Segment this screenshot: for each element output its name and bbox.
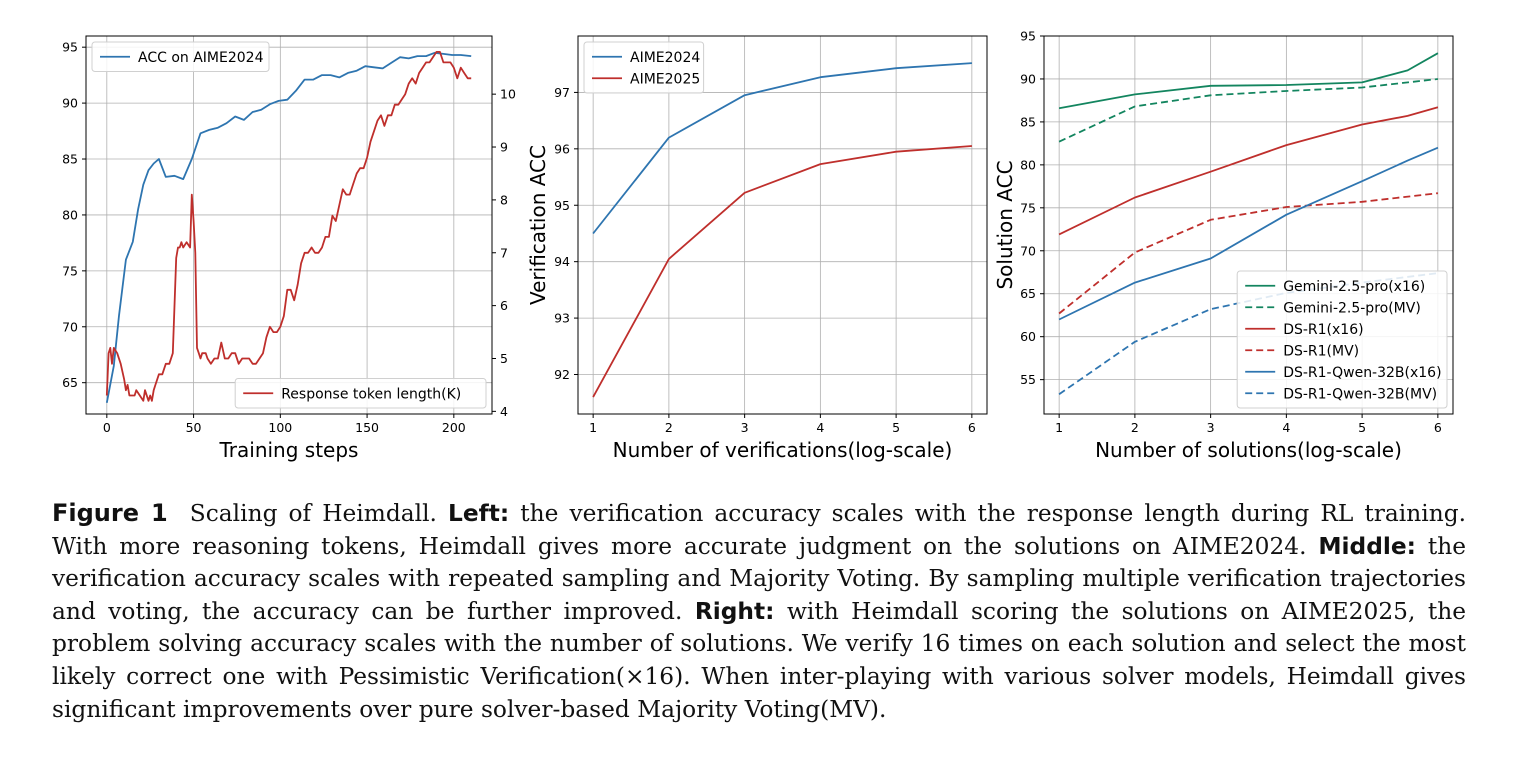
y-tick-label: 95 <box>62 40 78 55</box>
y-tick-label: 90 <box>62 96 78 111</box>
figure-panels: 0 50 100 150 2006570758085909545678910Traini… <box>62 29 1454 462</box>
legend-label: AIME2025 <box>630 71 700 87</box>
figure-label: Figure 1 <box>52 499 168 527</box>
x-axis-label: Number of solutions(log-scale) <box>1095 438 1402 462</box>
x-tick-label: 2 <box>665 420 673 435</box>
x-tick-label: 50 <box>186 420 202 435</box>
y-tick-label: 80 <box>1020 157 1036 172</box>
legend-label: ACC on AIME2024 <box>138 50 264 66</box>
series-line-3 <box>1058 192 1439 315</box>
legend-label: Gemini-2.5-pro(x16) <box>1283 279 1425 295</box>
legend-label: AIME2024 <box>630 50 700 66</box>
series-line-0 <box>1058 52 1439 110</box>
y-tick-label: 70 <box>1020 243 1036 258</box>
y-tick-label: 65 <box>1020 286 1036 301</box>
x-tick-label: 5 <box>892 420 900 435</box>
y-tick-label: 75 <box>1020 200 1036 215</box>
y-tick-label: 85 <box>1020 114 1036 129</box>
caption-middle-label: Middle: <box>1318 532 1416 560</box>
x-tick-label: 3 <box>741 420 749 435</box>
y-tick-label: 90 <box>1020 71 1036 86</box>
y-tick-label: 55 <box>1020 372 1036 387</box>
legend-label: Gemini-2.5-pro(MV) <box>1283 300 1421 316</box>
plot-frame <box>1043 35 1454 415</box>
x-tick-label: 200 <box>442 420 466 435</box>
y-tick-label: 94 <box>554 254 570 269</box>
plot-frame <box>85 35 493 415</box>
y-tick-label: 92 <box>554 367 570 382</box>
x-tick-label: 6 <box>968 420 976 435</box>
series-line-1 <box>105 51 472 402</box>
series-line-4 <box>1058 146 1439 321</box>
figure-caption: Figure 1 Scaling of Heimdall. Left: the … <box>52 497 1466 726</box>
series-line-2 <box>1058 106 1439 236</box>
caption-middle-text: the verification accuracy scales with re… <box>52 532 1467 625</box>
x-axis-label: Number of verifications(log-scale) <box>613 438 953 462</box>
y2-tick-label: 5 <box>500 351 508 366</box>
x-tick-label: 6 <box>1434 420 1442 435</box>
x-tick-label: 2 <box>1131 420 1139 435</box>
y-axis-label: Verification ACC <box>526 145 550 305</box>
y-tick-label: 80 <box>62 207 78 222</box>
y-tick-label: 93 <box>554 311 570 326</box>
legend-label: DS-R1-Qwen-32B(x16) <box>1283 365 1441 381</box>
legend-label: DS-R1-Qwen-32B(MV) <box>1283 386 1437 402</box>
y2-tick-label: 9 <box>500 140 508 155</box>
legend-label: DS-R1(x16) <box>1283 322 1363 338</box>
x-tick-label: 1 <box>589 420 597 435</box>
y-tick-label: 95 <box>554 198 570 213</box>
y-tick-label: 96 <box>554 141 570 156</box>
legend-box <box>583 41 705 94</box>
y-tick-label: 65 <box>62 375 78 390</box>
y-tick-label: 70 <box>62 319 78 334</box>
caption-left-label: Left: <box>448 500 510 527</box>
series-line-0 <box>105 51 472 403</box>
caption-left-text: the verification accuracy scales with th… <box>52 500 1467 560</box>
y-tick-label: 75 <box>62 263 78 278</box>
y-tick-label: 60 <box>1020 329 1036 344</box>
left-chart-training-steps: 0 50 100 150 200 65 70 75 80 85 90 95 4 5 6 7 8 9 10 Traini… <box>62 35 516 462</box>
x-tick-label: 150 <box>355 420 379 435</box>
x-tick-label: 4 <box>816 420 824 435</box>
caption-right-text: with Heimdall scoring the solutions on A… <box>52 597 1466 723</box>
x-tick-label: 0 <box>103 420 111 435</box>
y-axis-label: Solution ACC <box>993 160 1017 289</box>
y2-tick-label: 4 <box>500 404 508 419</box>
series-line-1 <box>592 145 972 398</box>
y2-tick-label: 10 <box>500 87 516 102</box>
x-tick-label: 5 <box>1358 420 1366 435</box>
series-line-0 <box>592 62 972 235</box>
plot-frame <box>577 35 988 415</box>
legend-box <box>1236 270 1448 409</box>
right-chart-solutions: 1 2 3 4 5 6 55 60 65 70 75 80 85 90 95 Number of soluti… <box>993 29 1454 462</box>
legend-box <box>234 378 487 409</box>
y-tick-label: 85 <box>62 152 78 167</box>
caption-intro: Scaling of Heimdall. <box>189 500 437 527</box>
y2-tick-label: 6 <box>500 298 508 313</box>
y2-tick-label: 7 <box>500 245 508 260</box>
x-tick-label: 1 <box>1055 420 1063 435</box>
y-tick-label: 97 <box>554 85 570 100</box>
legend-box <box>91 41 270 72</box>
y2-tick-label: 8 <box>500 192 508 207</box>
legend-label: Response token length(K) <box>281 386 461 402</box>
series-line-1 <box>1058 78 1439 143</box>
x-tick-label: 100 <box>268 420 292 435</box>
middle-chart-verifications: 1 2 3 4 5 6 92 93 94 95 96 97 Number of verification… <box>526 35 988 462</box>
x-tick-label: 4 <box>1282 420 1290 435</box>
y-tick-label: 95 <box>1020 29 1036 44</box>
legend-label: DS-R1(MV) <box>1283 343 1359 359</box>
caption-right-label: Right: <box>694 597 775 625</box>
x-tick-label: 3 <box>1207 420 1215 435</box>
x-axis-label: Training steps <box>219 438 359 462</box>
